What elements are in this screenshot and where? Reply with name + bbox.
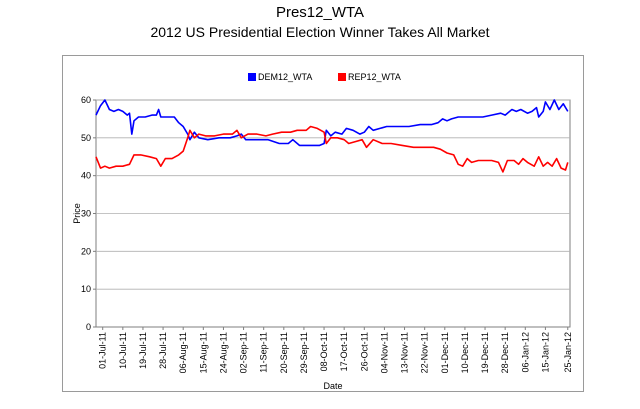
x-tick-label: 29-Sep-11 bbox=[299, 332, 309, 373]
x-tick-label: 19-Jul-11 bbox=[138, 332, 148, 369]
x-tick-label: 04-Nov-11 bbox=[379, 332, 389, 373]
x-tick-label: 02-Sep-11 bbox=[239, 332, 249, 373]
x-tick-label: 17-Oct-11 bbox=[339, 332, 349, 371]
series-line-rep12-wta bbox=[95, 125, 569, 173]
x-tick-label: 25-Jan-12 bbox=[563, 332, 573, 373]
y-tick-label: 60 bbox=[81, 95, 91, 105]
x-tick-label: 26-Oct-11 bbox=[359, 332, 369, 371]
chart-subtitle: 2012 US Presidential Election Winner Tak… bbox=[150, 24, 490, 40]
x-tick-label: 19-Dec-11 bbox=[480, 332, 490, 373]
y-tick-label: 20 bbox=[81, 246, 91, 256]
y-tick-label: 50 bbox=[81, 133, 91, 143]
y-tick-label: 10 bbox=[81, 284, 91, 294]
y-axis-title: Price bbox=[72, 203, 82, 224]
x-tick-label: 24-Aug-11 bbox=[218, 332, 228, 373]
x-tick-label: 20-Sep-11 bbox=[279, 332, 289, 373]
x-tick-label: 01-Jul-11 bbox=[98, 332, 108, 369]
x-tick-label: 22-Nov-11 bbox=[420, 332, 430, 373]
legend-swatch-dem12-wta bbox=[248, 73, 256, 81]
x-tick-label: 10-Jul-11 bbox=[118, 332, 128, 369]
x-tick-label: 28-Dec-11 bbox=[500, 332, 510, 373]
y-tick-label: 40 bbox=[81, 171, 91, 181]
y-tick-label: 30 bbox=[81, 209, 91, 219]
x-tick-label: 28-Jul-11 bbox=[158, 332, 168, 369]
x-tick-label: 13-Nov-11 bbox=[400, 332, 410, 373]
chart-title: Pres12_WTA bbox=[275, 4, 365, 21]
x-tick-label: 01-Dec-11 bbox=[440, 332, 450, 373]
legend-label-dem12-wta: DEM12_WTA bbox=[258, 72, 312, 82]
x-tick-label: 15-Aug-11 bbox=[198, 332, 208, 373]
x-tick-label: 11-Sep-11 bbox=[259, 332, 269, 373]
legend-label-rep12-wta: REP12_WTA bbox=[348, 72, 401, 82]
chart-frame bbox=[62, 55, 584, 392]
x-tick-label: 06-Aug-11 bbox=[178, 332, 188, 373]
y-tick-label: 0 bbox=[86, 322, 91, 332]
x-tick-label: 06-Jan-12 bbox=[520, 332, 530, 373]
x-tick-label: 08-Oct-11 bbox=[319, 332, 329, 371]
x-tick-label: 15-Jan-12 bbox=[540, 332, 550, 373]
series-line-dem12-wta bbox=[95, 99, 569, 147]
x-axis-title: Date bbox=[323, 381, 342, 391]
x-tick-label: 10-Dec-11 bbox=[460, 332, 470, 373]
legend-swatch-rep12-wta bbox=[338, 73, 346, 81]
